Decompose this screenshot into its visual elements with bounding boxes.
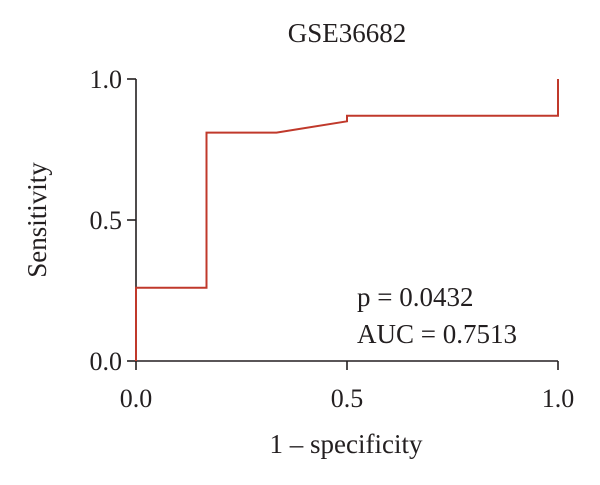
x-tick-label: 1.0 (542, 384, 575, 413)
x-tick-label: 0.5 (331, 384, 364, 413)
y-tick-label: 0.0 (90, 347, 123, 376)
chart-title: GSE36682 (288, 18, 407, 48)
x-axis-label: 1 – specificity (270, 429, 423, 459)
y-tick-label: 0.5 (90, 206, 123, 235)
auc-annotation: AUC = 0.7513 (357, 319, 517, 349)
roc-curve (135, 79, 559, 361)
x-tick-label: 0.0 (120, 384, 153, 413)
y-axis-label: Sensitivity (22, 162, 52, 278)
y-tick-label: 1.0 (90, 65, 123, 94)
p-value-annotation: p = 0.0432 (357, 282, 473, 312)
axis-ticks: 0.0 0.5 1.0 0.0 0.5 1.0 (90, 65, 575, 413)
